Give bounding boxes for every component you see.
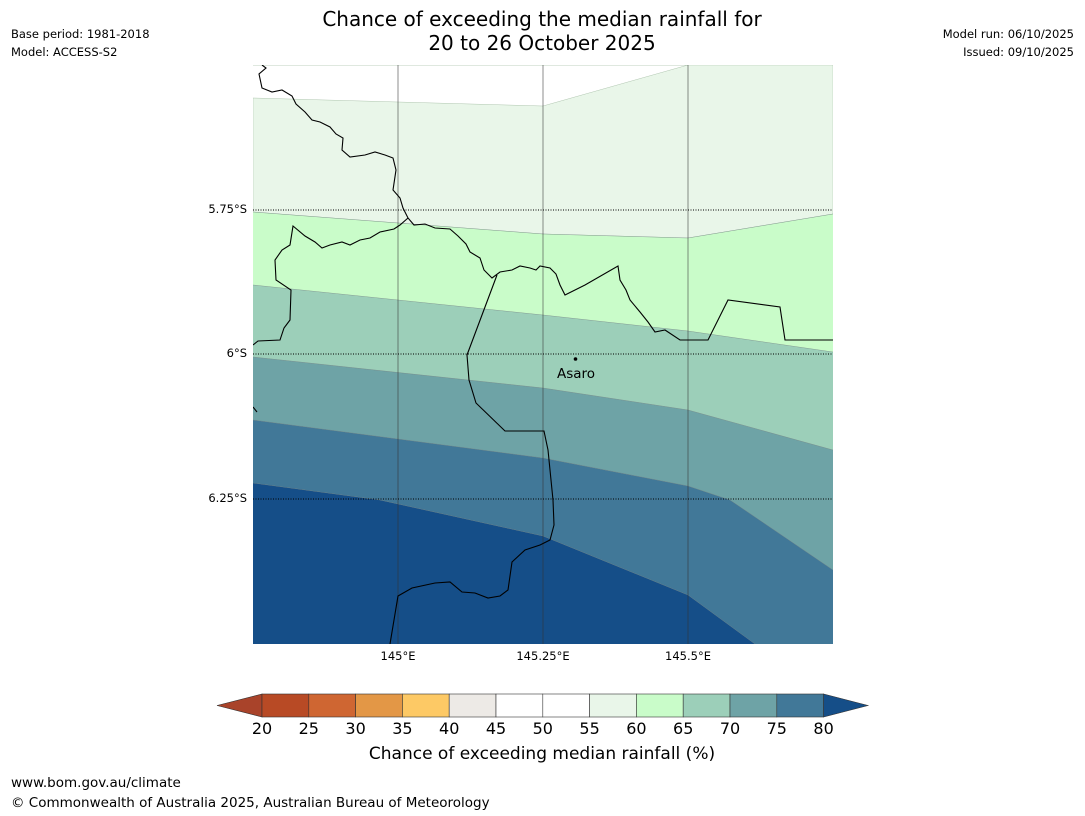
colorbar-tick-55: 55 [579, 719, 600, 738]
colorbar-tick-70: 70 [719, 719, 741, 738]
lat-label-6s: 6°S [226, 346, 247, 360]
colorbar-bin-55-60 [589, 693, 637, 718]
colorbar-bin-75-80 [776, 693, 824, 718]
colorbar-bin-70-75 [729, 693, 778, 718]
lat-label-5-75s: 5.75°S [208, 202, 247, 216]
colorbar-tick-65: 65 [673, 719, 694, 738]
colorbar-max-arrow [823, 693, 870, 718]
colorbar-bin-20-25 [261, 693, 310, 718]
colorbar-bin-30-35 [355, 693, 403, 718]
model-run-date: Model run: 06/10/2025 [942, 27, 1074, 41]
lon-label-145-25e: 145.25°E [516, 649, 570, 663]
base-period: Base period: 1981-2018 [11, 27, 150, 41]
colorbar-tick-30: 30 [345, 719, 366, 738]
lat-label-6-25s: 6.25°S [208, 491, 247, 505]
footer-copyright: © Commonwealth of Australia 2025, Austra… [11, 795, 490, 811]
issued-date: Issued: 09/10/2025 [963, 45, 1074, 59]
colorbar [216, 693, 870, 718]
colorbar-bin-50-55 [542, 693, 590, 718]
meta-left: Base period: 1981-2018 Model: ACCESS-S2 [11, 25, 150, 61]
band-80-plus [253, 483, 755, 644]
colorbar-bin-60-65 [636, 693, 684, 718]
colorbar-tick-80: 80 [813, 719, 834, 738]
colorbar-tick-60: 60 [626, 719, 647, 738]
map-title: Chance of exceeding the median rainfall … [242, 7, 842, 55]
colorbar-bin-45-50 [495, 693, 544, 718]
footer-url: www.bom.gov.au/climate [11, 775, 181, 791]
colorbar-bin-65-70 [682, 693, 731, 718]
asaro-marker [573, 357, 578, 361]
colorbar-min-arrow [216, 693, 263, 718]
colorbar-tick-20: 20 [251, 719, 273, 738]
colorbar-bin-40-45 [448, 693, 497, 718]
colorbar-tick-25: 25 [298, 719, 319, 738]
colorbar-bin-25-30 [308, 693, 356, 718]
parallels [253, 209, 833, 500]
colorbar-tick-75: 75 [766, 719, 787, 738]
meta-right: Model run: 06/10/2025 Issued: 09/10/2025 [943, 25, 1074, 61]
colorbar-tick-35: 35 [392, 719, 413, 738]
colorbar-label: Chance of exceeding median rainfall (%) [368, 744, 716, 764]
asaro-label: Asaro [557, 366, 595, 382]
colorbar-bin-35-40 [402, 693, 450, 718]
colorbar-tick-50: 50 [532, 719, 553, 738]
title-line-2: 20 to 26 October 2025 [428, 31, 656, 55]
lon-label-145e: 145°E [380, 649, 416, 663]
lon-label-145-5e: 145.5°E [665, 649, 711, 663]
model-name: Model: ACCESS-S2 [11, 45, 118, 59]
province-boundaries [253, 65, 833, 644]
map-area [253, 65, 833, 644]
title-line-1: Chance of exceeding the median rainfall … [322, 7, 762, 31]
colorbar-tick-40: 40 [439, 719, 460, 738]
colorbar-tick-45: 45 [485, 719, 507, 738]
